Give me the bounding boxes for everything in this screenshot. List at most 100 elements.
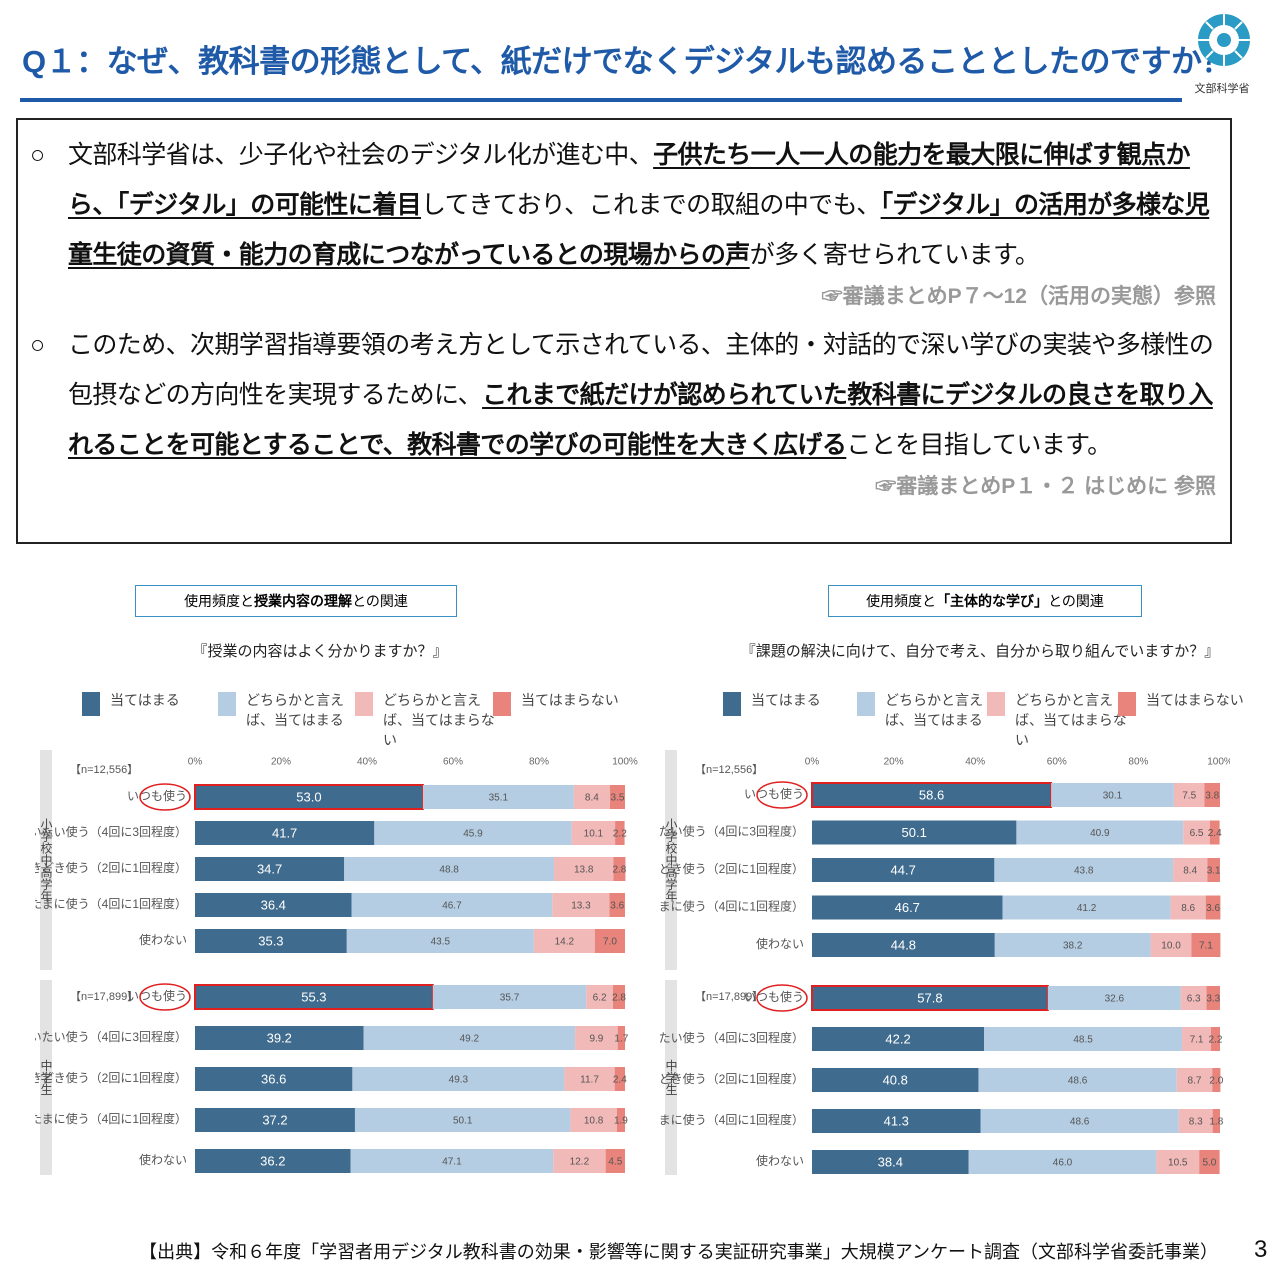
bar-segment bbox=[586, 985, 613, 1009]
bar-segment bbox=[1150, 933, 1192, 957]
reference: ☞審議まとめP７～12（活用の実態）参照 bbox=[821, 285, 1216, 308]
value-label: 34.7 bbox=[257, 861, 282, 876]
bar-segment bbox=[609, 785, 625, 809]
paragraph: ○ このため、次期学習指導要領の考え方として示されている、主体的・対話的で深い学び… bbox=[26, 320, 1216, 470]
legend-swatch bbox=[1118, 692, 1136, 716]
legend-swatch bbox=[723, 692, 741, 716]
category-label: 使わない bbox=[756, 1153, 804, 1168]
value-label: 2.2 bbox=[613, 829, 627, 840]
value-label: 10.5 bbox=[1168, 1158, 1188, 1169]
value-label: 50.1 bbox=[902, 825, 927, 840]
bar-segment bbox=[350, 1149, 554, 1173]
body-text: このため、次期学習指導要領の考え方として示されている、主体的・対話的で深い学びの… bbox=[68, 331, 1214, 409]
legend-swatch bbox=[857, 692, 875, 716]
x-tick-label: 40% bbox=[965, 757, 985, 768]
bar-segment bbox=[812, 895, 1003, 920]
bar-segment bbox=[552, 893, 610, 917]
bar-segment bbox=[1207, 858, 1220, 882]
value-label: 48.5 bbox=[1073, 1035, 1093, 1046]
bar-segment bbox=[594, 929, 625, 953]
value-label: 7.5 bbox=[1182, 791, 1196, 802]
body-text: との関連 bbox=[1048, 593, 1104, 609]
value-label: 37.2 bbox=[262, 1112, 287, 1127]
x-tick-label: 0% bbox=[188, 757, 203, 768]
body-text: 文部科学省は、少子化や社会のデジタル化が進む中、 bbox=[68, 141, 654, 169]
bar-segment bbox=[613, 857, 626, 881]
x-tick-label: 20% bbox=[271, 757, 291, 768]
bar-segment bbox=[812, 1068, 979, 1092]
chart-box-title: 使用頻度と「主体的な学び」との関連 bbox=[828, 585, 1142, 617]
bar-segment bbox=[1051, 783, 1174, 807]
bar-segment bbox=[612, 985, 625, 1009]
value-label: 39.2 bbox=[267, 1030, 292, 1045]
bar-segment bbox=[994, 933, 1151, 957]
category-label: だいたい使う（4回に3回程度） bbox=[660, 824, 804, 839]
value-label: 10.1 bbox=[584, 829, 604, 840]
bar-segment bbox=[195, 857, 345, 881]
bar-segment bbox=[605, 1149, 625, 1173]
legend-swatch bbox=[987, 692, 1005, 716]
value-label: 50.1 bbox=[453, 1116, 473, 1127]
value-label: 3.3 bbox=[1206, 994, 1220, 1005]
x-tick-label: 80% bbox=[529, 757, 549, 768]
value-label: 8.4 bbox=[585, 793, 599, 804]
bar-segment bbox=[195, 929, 347, 953]
bar-segment bbox=[1204, 783, 1220, 807]
category-label: いつも使う bbox=[744, 989, 804, 1004]
value-label: 3.5 bbox=[611, 793, 625, 804]
bar-segment bbox=[615, 821, 625, 845]
reference: ☞審議まとめP１・２ はじめに 参照 bbox=[875, 475, 1216, 498]
value-label: 46.0 bbox=[1053, 1158, 1073, 1169]
category-label: 使わない bbox=[139, 932, 187, 947]
group-label: 中学生 bbox=[39, 1058, 53, 1095]
bar-segment bbox=[570, 1108, 617, 1132]
bar-segment bbox=[1180, 986, 1207, 1010]
legend-swatch bbox=[493, 692, 511, 716]
bar-segment bbox=[374, 821, 572, 845]
value-label: 48.6 bbox=[1068, 1076, 1088, 1087]
chart-svg: 0% 20% 40% 60% 80% 100% 小学校中高学年 【n=12,556】いつも使う… bbox=[660, 750, 1230, 1175]
chart-box-title: 使用頻度と授業内容の理解との関連 bbox=[135, 585, 457, 617]
value-label: 1.7 bbox=[614, 1034, 628, 1045]
value-label: 42.2 bbox=[885, 1031, 910, 1046]
bar-segment bbox=[195, 1067, 353, 1091]
bar-segment bbox=[994, 858, 1174, 882]
body-text: 使用頻度と bbox=[184, 593, 255, 609]
bar-segment bbox=[1212, 1068, 1221, 1092]
group-label: 中学生 bbox=[664, 1058, 678, 1095]
value-label: 2.8 bbox=[612, 865, 626, 876]
group-band bbox=[665, 980, 677, 1175]
value-label: 7.1 bbox=[1199, 941, 1213, 952]
value-label: 3.6 bbox=[610, 901, 624, 912]
bar-segment bbox=[1199, 1150, 1220, 1174]
n-label: 【n=17,899】 bbox=[695, 990, 763, 1003]
x-tick-label: 60% bbox=[443, 757, 463, 768]
value-label: 38.2 bbox=[1063, 941, 1083, 952]
value-label: 3.1 bbox=[1207, 866, 1221, 877]
value-label: 43.8 bbox=[1074, 866, 1094, 877]
legend-item: どちらかと言えば、当てはまる bbox=[218, 690, 364, 730]
emphasis-text: 子供たち一人一人の能力を最大限に伸ばす観点から、「デジタル」の可能性に着目 bbox=[68, 141, 1191, 219]
value-label: 41.2 bbox=[1077, 903, 1097, 914]
bar-segment bbox=[980, 1109, 1179, 1133]
legend-label: どちらかと言えば、当てはまらない bbox=[383, 692, 495, 748]
body-text: との関連 bbox=[352, 593, 408, 609]
bar-segment bbox=[573, 785, 610, 809]
value-label: 53.0 bbox=[296, 789, 321, 804]
chart-svg: 0% 20% 40% 60% 80% 100% 小学校中高学年 【n=12,556】いつも使う… bbox=[35, 750, 638, 1175]
logo-text: 文部科学省 bbox=[1194, 83, 1250, 95]
group-band bbox=[665, 750, 677, 970]
value-label: 5.0 bbox=[1202, 1158, 1216, 1169]
value-label: 48.6 bbox=[1070, 1117, 1090, 1128]
value-label: 46.7 bbox=[895, 900, 920, 915]
x-tick-label: 20% bbox=[884, 757, 904, 768]
value-label: 35.7 bbox=[500, 993, 520, 1004]
value-label: 38.4 bbox=[878, 1154, 903, 1169]
n-label: 【n=12,556】 bbox=[695, 763, 763, 776]
value-label: 49.3 bbox=[449, 1075, 469, 1086]
category-label: ときどき使う（2回に1回程度） bbox=[660, 861, 804, 876]
x-tick-label: 100% bbox=[612, 757, 638, 768]
category-label: たまに使う（4回に1回程度） bbox=[660, 899, 804, 914]
value-label: 2.2 bbox=[1209, 1035, 1223, 1046]
category-label: 使わない bbox=[756, 936, 804, 951]
